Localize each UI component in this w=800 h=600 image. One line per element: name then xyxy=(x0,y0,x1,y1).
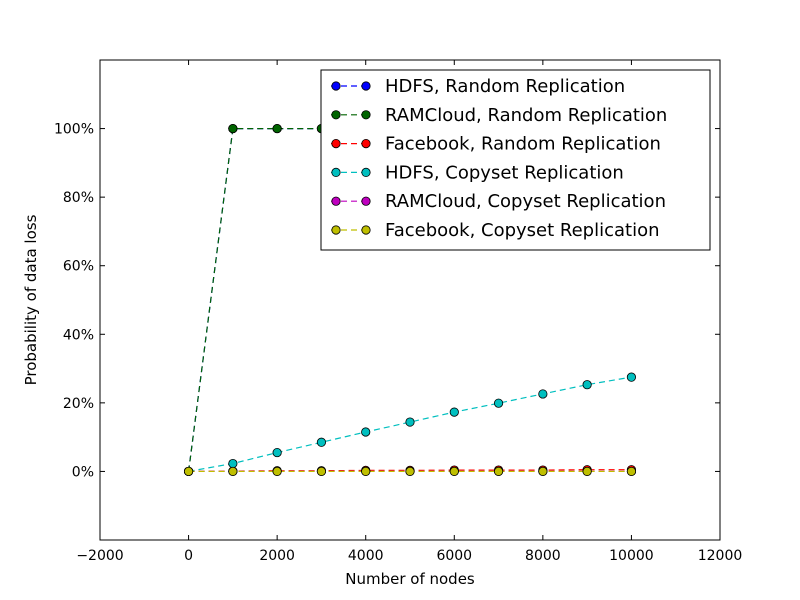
y-tick-label: 80% xyxy=(63,190,94,206)
data-point xyxy=(626,466,637,477)
legend-swatch-marker xyxy=(331,196,341,206)
y-tick-label: 100% xyxy=(54,122,94,138)
x-tick-label: 12000 xyxy=(698,548,743,564)
series-line xyxy=(188,376,632,472)
legend-swatch-marker xyxy=(331,225,341,235)
series-markers xyxy=(183,123,637,477)
data-point xyxy=(316,437,327,447)
plot-frame xyxy=(99,59,721,541)
data-point xyxy=(449,466,459,477)
data-point xyxy=(449,407,459,417)
x-tick-label: 10000 xyxy=(609,548,654,564)
data-point xyxy=(316,466,327,477)
data-point xyxy=(272,123,282,134)
data-point xyxy=(582,466,592,477)
legend-swatch-marker xyxy=(361,196,371,206)
legend-swatch-marker xyxy=(331,81,341,91)
legend-swatch-marker xyxy=(331,167,341,177)
data-point xyxy=(538,466,548,477)
data-point xyxy=(183,466,194,477)
legend-entry-label: Facebook, Copyset Replication xyxy=(385,220,660,241)
y-axis-title: Probability of data loss xyxy=(22,214,40,385)
data-point xyxy=(405,466,415,477)
legend-entry-label: RAMCloud, Random Replication xyxy=(385,105,667,126)
data-point xyxy=(626,372,637,382)
legend-entry-label: HDFS, Random Replication xyxy=(385,76,625,97)
y-tick-label: 60% xyxy=(63,259,94,275)
legend-swatch-marker xyxy=(361,167,371,177)
data-point xyxy=(361,466,371,477)
data-point xyxy=(493,466,504,477)
legend-swatch-marker xyxy=(361,110,371,120)
data-point xyxy=(538,389,548,399)
data-point xyxy=(228,123,238,134)
legend-swatch-marker xyxy=(331,110,341,120)
data-point xyxy=(405,417,415,427)
x-tick-label: −2000 xyxy=(76,548,123,564)
legend: HDFS, Random Replication RAMCloud, Random… xyxy=(320,69,711,251)
x-tick-label: 4000 xyxy=(348,548,384,564)
legend-swatch-marker xyxy=(361,81,371,91)
data-point xyxy=(361,427,371,437)
x-tick-label: 0 xyxy=(184,548,193,564)
x-tick-label: 2000 xyxy=(259,548,295,564)
y-tick-label: 0% xyxy=(72,464,94,480)
x-tick-label: 8000 xyxy=(525,548,561,564)
data-point xyxy=(582,380,592,390)
tick-labels: −2000 0 2000 4000 6000 8000 10000 12000 0% 20% 40%… xyxy=(54,122,742,564)
legend-box xyxy=(320,69,711,251)
legend-entry-label: HDFS, Copyset Replication xyxy=(385,162,624,183)
y-tick-label: 20% xyxy=(63,396,94,412)
legend-swatch-marker xyxy=(361,225,371,235)
x-axis-title: Number of nodes xyxy=(345,570,475,588)
y-tick-label: 40% xyxy=(63,327,94,343)
legend-swatch-marker xyxy=(361,139,371,149)
x-tick-label: 6000 xyxy=(436,548,472,564)
data-point xyxy=(272,466,282,477)
data-point xyxy=(272,447,282,458)
legend-swatch-marker xyxy=(331,139,341,149)
data-point xyxy=(228,466,238,477)
legend-entry-label: Facebook, Random Replication xyxy=(385,134,661,155)
data-point xyxy=(228,458,238,469)
data-point xyxy=(493,398,504,408)
legend-entry-label: RAMCloud, Copyset Replication xyxy=(385,191,666,212)
